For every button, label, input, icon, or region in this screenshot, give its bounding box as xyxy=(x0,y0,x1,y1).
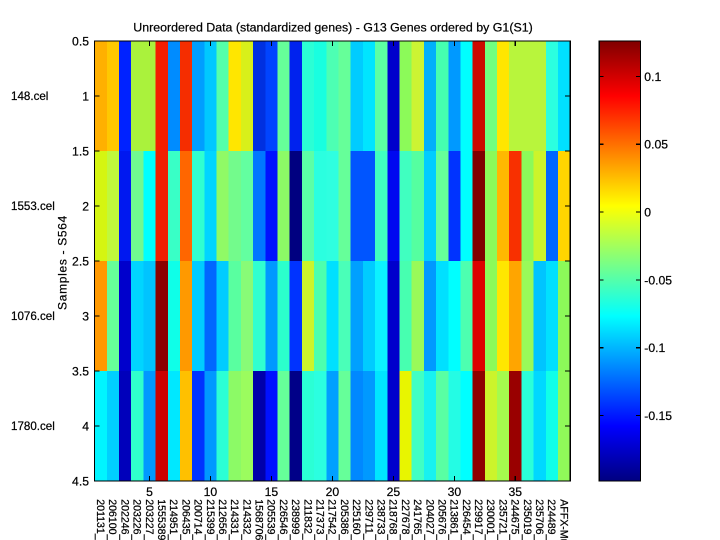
svg-text:225160_at: 225160_at xyxy=(350,499,362,540)
svg-text:2.5: 2.5 xyxy=(72,254,89,268)
svg-text:214951_at: 214951_at xyxy=(167,499,179,540)
svg-text:10: 10 xyxy=(204,485,218,499)
svg-text:235706_at: 235706_at xyxy=(533,499,545,540)
svg-text:15: 15 xyxy=(265,485,279,499)
svg-text:226546_at: 226546_at xyxy=(277,499,289,540)
svg-text:238999_at: 238999_at xyxy=(289,499,301,540)
svg-text:0: 0 xyxy=(644,205,651,219)
svg-text:0.1: 0.1 xyxy=(644,70,661,84)
svg-text:206435_at: 206435_at xyxy=(179,499,191,540)
svg-text:-0.1: -0.1 xyxy=(644,341,665,355)
svg-text:3.5: 3.5 xyxy=(72,364,89,378)
svg-text:241765_at: 241765_at xyxy=(411,499,423,540)
svg-text:229711_at: 229711_at xyxy=(362,499,374,540)
svg-text:215399_at: 215399_at xyxy=(204,499,216,540)
svg-text:Unreordered Data (standardized: Unreordered Data (standardized genes) - … xyxy=(133,20,532,34)
svg-text:4: 4 xyxy=(82,419,89,433)
svg-text:205676_at: 205676_at xyxy=(435,499,447,540)
svg-text:229917_at: 229917_at xyxy=(472,499,484,540)
svg-text:214332_at: 214332_at xyxy=(240,499,252,540)
svg-text:AFFX-MurIL2: AFFX-MurIL2 xyxy=(557,499,569,540)
svg-text:218768_at: 218768_at xyxy=(387,499,399,540)
svg-text:-0.15: -0.15 xyxy=(644,409,672,423)
svg-text:214331_at: 214331_at xyxy=(228,499,240,540)
svg-text:212656_at: 212656_at xyxy=(216,499,228,540)
svg-text:203226_at: 203226_at xyxy=(131,499,143,540)
svg-text:Samples - S564: Samples - S564 xyxy=(56,215,70,310)
svg-text:224489_at: 224489_at xyxy=(545,499,557,540)
svg-text:205539_at: 205539_at xyxy=(265,499,277,540)
svg-text:1076.cel: 1076.cel xyxy=(11,310,55,323)
svg-text:227678_at: 227678_at xyxy=(399,499,411,540)
svg-text:203227_at: 203227_at xyxy=(143,499,155,540)
svg-text:0.5: 0.5 xyxy=(72,34,89,48)
svg-text:238733_at: 238733_at xyxy=(374,499,386,540)
svg-text:217542_at: 217542_at xyxy=(326,499,338,540)
svg-text:1555389_a: 1555389_a xyxy=(155,499,167,540)
svg-text:213861_at: 213861_at xyxy=(448,499,460,540)
svg-text:25: 25 xyxy=(387,485,401,499)
svg-text:235019_at: 235019_at xyxy=(521,499,533,540)
svg-text:5: 5 xyxy=(146,485,153,499)
svg-text:206100_at: 206100_at xyxy=(106,499,118,540)
svg-text:226454_at: 226454_at xyxy=(460,499,472,540)
svg-text:2: 2 xyxy=(82,199,89,213)
svg-text:200714_at: 200714_at xyxy=(192,499,204,540)
svg-text:35: 35 xyxy=(509,485,523,499)
svg-text:202246_at: 202246_at xyxy=(118,499,130,540)
svg-text:204027_at: 204027_at xyxy=(423,499,435,540)
svg-text:235721_at: 235721_at xyxy=(496,499,508,540)
svg-text:211832_at: 211832_at xyxy=(301,499,313,540)
svg-text:244675_at: 244675_at xyxy=(509,499,521,540)
svg-text:20: 20 xyxy=(326,485,340,499)
svg-text:3: 3 xyxy=(82,309,89,323)
svg-text:205386_at: 205386_at xyxy=(338,499,350,540)
svg-text:217373_at: 217373_at xyxy=(314,499,326,540)
svg-text:1: 1 xyxy=(82,89,89,103)
svg-text:230001_at: 230001_at xyxy=(484,499,496,540)
svg-text:30: 30 xyxy=(448,485,462,499)
svg-text:148.cel: 148.cel xyxy=(11,90,48,103)
svg-text:1780.cel: 1780.cel xyxy=(11,420,55,433)
svg-text:0.05: 0.05 xyxy=(644,138,668,152)
svg-text:-0.05: -0.05 xyxy=(644,273,672,287)
svg-text:4.5: 4.5 xyxy=(72,474,89,488)
svg-text:1.5: 1.5 xyxy=(72,144,89,158)
svg-text:201131_at: 201131_at xyxy=(94,499,106,540)
svg-text:1568706_a: 1568706_a xyxy=(253,499,265,540)
svg-text:1553.cel: 1553.cel xyxy=(11,200,55,213)
